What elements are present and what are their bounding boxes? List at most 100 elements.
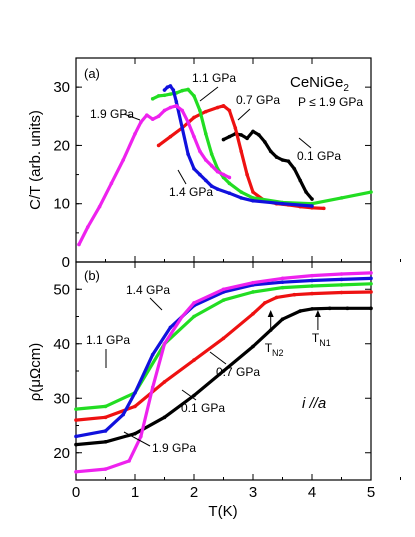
point-a-1-9-gpa	[174, 103, 179, 108]
point-b-0-1-gpa	[74, 442, 78, 447]
pressure-note: P ≤ 1.9 GPa	[298, 95, 363, 109]
point-a-1-9-gpa	[198, 149, 202, 154]
point-a-0-7-gpa	[156, 143, 161, 148]
point-a-1-4-gpa	[198, 172, 202, 177]
point-a-0-1-gpa	[221, 137, 226, 142]
pointer-b-1-9	[123, 431, 151, 447]
point-b-1-1-gpa	[369, 282, 373, 286]
point-b-0-7-gpa	[162, 380, 167, 384]
point-a-1-1-gpa	[369, 190, 373, 194]
label-b-0-7-gpa: 0.7 GPa	[216, 365, 260, 379]
point-a-1-9-gpa	[77, 242, 81, 247]
point-b-1-4-gpa	[280, 280, 285, 284]
x-tick-label: 0	[72, 484, 80, 501]
point-b-1-4-gpa	[133, 391, 137, 395]
point-b-1-4-gpa	[339, 277, 344, 282]
point-a-1-9-gpa	[215, 169, 220, 174]
x-tick-label: 2	[190, 484, 198, 501]
point-b-0-1-gpa	[221, 369, 226, 373]
point-a-1-4-gpa	[251, 199, 255, 203]
point-a-1-9-gpa	[227, 175, 232, 180]
point-b-1-4-gpa	[310, 278, 314, 283]
point-a-1-4-gpa	[310, 204, 314, 208]
point-a-0-1-gpa	[251, 129, 255, 134]
pointer-a-1-9	[123, 113, 141, 121]
point-a-0-1-gpa	[268, 149, 273, 154]
current-direction-label: i //a	[302, 395, 326, 412]
point-a-0-1-gpa	[304, 190, 308, 194]
label-a-0-1-gpa: 0.1 GPa	[297, 149, 341, 163]
point-a-1-9-gpa	[209, 164, 214, 168]
pointer-a-1-1	[199, 86, 219, 102]
point-a-1-1-gpa	[239, 190, 243, 194]
point-a-1-4-gpa	[168, 84, 173, 88]
point-a-1-1-gpa	[192, 94, 196, 98]
point-a-1-1-gpa	[198, 108, 202, 113]
point-b-0-1-gpa	[103, 440, 108, 444]
transition-label-n2: TN2	[265, 341, 284, 358]
point-b-1-9-gpa	[310, 273, 314, 278]
point-a-1-1-gpa	[156, 94, 161, 98]
point-a-1-1-gpa	[209, 152, 214, 156]
point-a-1-9-gpa	[186, 120, 190, 124]
point-a-1-9-gpa	[109, 181, 114, 186]
point-a-1-1-gpa	[339, 196, 344, 200]
point-b-1-9-gpa	[127, 459, 131, 463]
point-b-1-1-gpa	[192, 314, 196, 319]
point-a-1-4-gpa	[162, 88, 167, 92]
point-a-0-7-gpa	[233, 126, 238, 130]
point-b-1-1-gpa	[251, 290, 255, 294]
point-a-0-1-gpa	[274, 155, 279, 159]
point-a-0-7-gpa	[322, 206, 326, 211]
point-b-0-1-gpa	[310, 307, 314, 311]
point-a-1-4-gpa	[192, 166, 196, 171]
x-tick-label: 3	[249, 484, 257, 501]
panel-b-axes: 20 30 40 50 0 1 2 3 4 5	[53, 261, 401, 501]
y-tick-label-b: 20	[53, 445, 70, 462]
point-a-1-4-gpa	[165, 85, 170, 89]
point-a-1-1-gpa	[186, 87, 190, 92]
point-b-0-1-gpa	[133, 431, 137, 436]
transition-label-n1: TN1	[312, 331, 331, 348]
panel-a-y-label: C/T (arb. units)	[27, 110, 44, 210]
pointer-a-0-1	[298, 137, 312, 149]
y-tick-label-a: 0	[62, 254, 70, 271]
point-a-1-1-gpa	[251, 196, 255, 200]
point-b-1-9-gpa	[180, 314, 184, 319]
point-a-0-1-gpa	[257, 133, 261, 137]
y-tick-label-a: 20	[53, 137, 70, 154]
point-a-0-7-gpa	[168, 134, 173, 139]
label-a-1-4-gpa: 1.4 GPa	[169, 185, 213, 199]
panel-b-y-label: ρ(μΩcm)	[27, 343, 44, 401]
point-b-0-7-gpa	[192, 358, 196, 362]
x-tick-label: 4	[308, 484, 316, 501]
pointer-a-1-4	[177, 169, 187, 185]
point-b-1-9-gpa	[251, 280, 255, 285]
point-a-0-1-gpa	[286, 159, 291, 163]
y-tick-label-b: 50	[53, 281, 70, 298]
point-b-1-4-gpa	[103, 429, 108, 433]
point-a-0-1-gpa	[245, 136, 249, 141]
point-a-1-4-gpa	[239, 196, 243, 200]
pointer-b-0-7	[209, 351, 227, 365]
point-a-1-4-gpa	[171, 88, 176, 92]
point-b-0-1-gpa	[298, 309, 303, 313]
point-a-0-1-gpa	[280, 158, 285, 162]
point-b-1-9-gpa	[192, 301, 196, 305]
point-b-0-1-gpa	[162, 415, 167, 420]
transition-markers: TN2 TN1	[265, 310, 331, 358]
point-a-0-7-gpa	[251, 190, 255, 194]
point-a-1-9-gpa	[133, 131, 137, 136]
label-a-0-7-gpa: 0.7 GPa	[236, 93, 280, 107]
point-b-0-1-gpa	[327, 306, 332, 311]
point-b-0-7-gpa	[133, 404, 137, 409]
point-a-1-4-gpa	[180, 126, 184, 130]
point-a-1-4-gpa	[204, 178, 208, 183]
point-b-1-1-gpa	[280, 285, 285, 290]
panel-b-tag: (b)	[84, 268, 100, 283]
point-b-1-9-gpa	[74, 470, 78, 474]
point-a-1-9-gpa	[168, 105, 173, 110]
point-b-0-7-gpa	[263, 301, 267, 305]
point-a-0-1-gpa	[292, 166, 297, 171]
